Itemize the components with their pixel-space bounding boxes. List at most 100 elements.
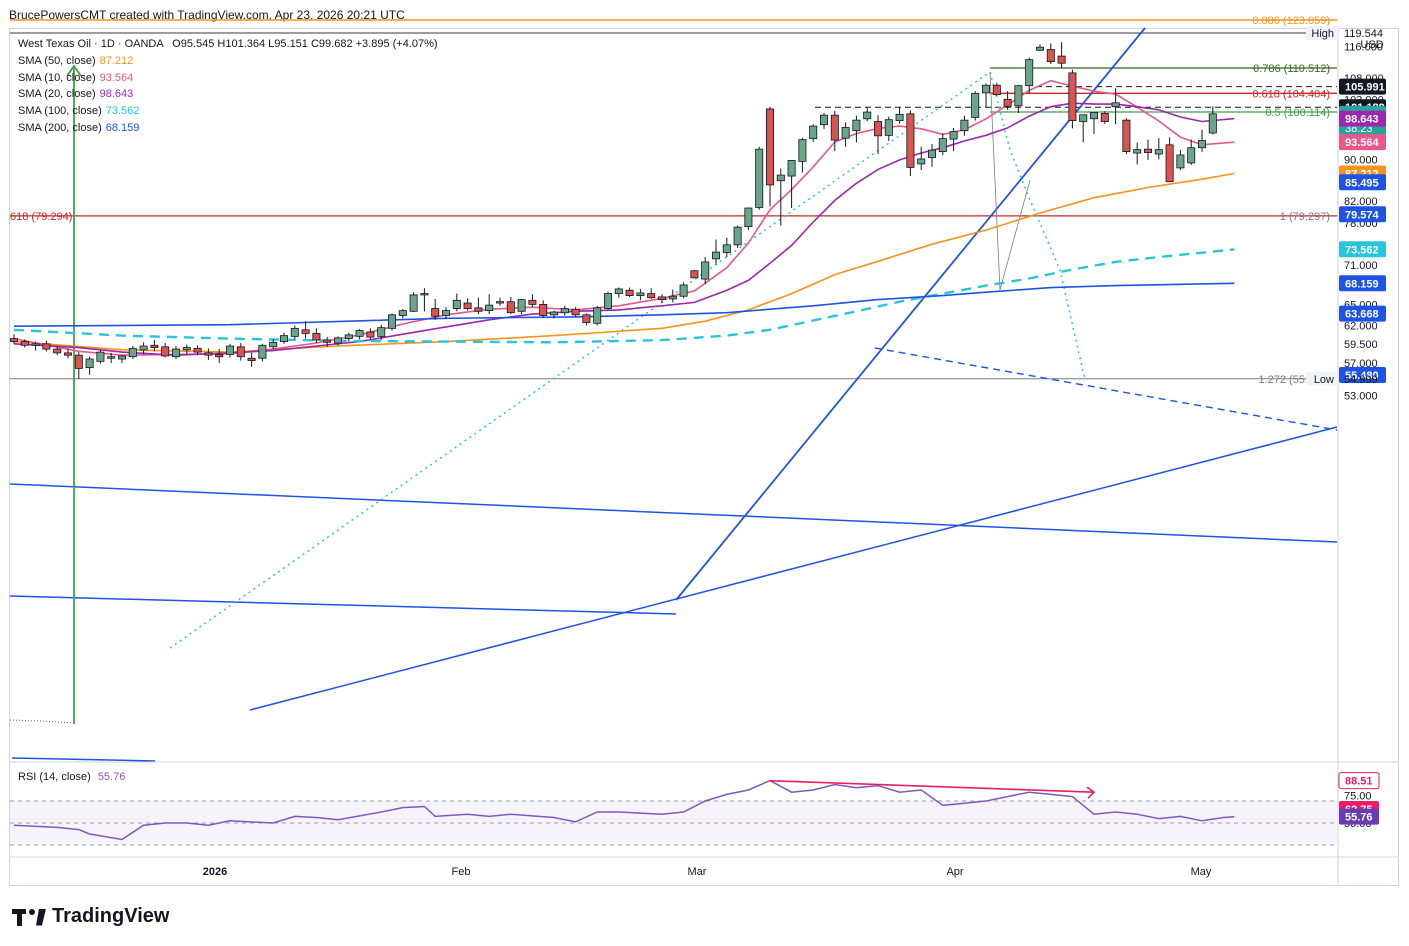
candle-body: [1176, 154, 1185, 169]
candle-body: [830, 114, 839, 141]
rsi-badge-bg: [1339, 808, 1379, 825]
rsi-tick-label: 75.00: [1344, 791, 1372, 803]
candle-body: [74, 354, 83, 369]
candle-body: [1025, 59, 1034, 87]
price-badge-bg: [1339, 305, 1386, 322]
fib-label: 618 (79.294): [10, 211, 72, 223]
indicator-legend-row[interactable]: SMA (20, close) 98.643: [18, 86, 438, 103]
indicator-legend-row[interactable]: SMA (200, close) 68.159: [18, 120, 438, 137]
price-badge-bg: [1339, 78, 1386, 95]
candle-body: [1014, 85, 1023, 107]
rsi-badge: 55.76: [1339, 808, 1379, 825]
candle-body: [1111, 102, 1120, 108]
time-axis-label: May: [1191, 866, 1212, 878]
rsi-badge-text: 55.76: [1345, 812, 1373, 824]
candle-body: [128, 347, 137, 358]
tradingview-logo-icon: [12, 907, 46, 927]
indicator-label: SMA (200, close): [18, 121, 102, 134]
candle-body: [96, 351, 105, 362]
candle-body: [809, 125, 818, 140]
candle-body: [852, 119, 861, 132]
candle-body: [766, 108, 775, 186]
candle-body: [982, 84, 991, 94]
symbol-row[interactable]: West Texas Oil · 1D · OANDA O95.545 H101…: [18, 36, 438, 53]
candle-body: [1036, 46, 1045, 51]
rsi-legend[interactable]: RSI (14, close) 55.76: [18, 771, 125, 783]
candle-body: [539, 304, 548, 316]
candle-body: [863, 111, 872, 120]
path-sketch: [989, 71, 1031, 291]
candle-body: [398, 310, 407, 316]
candle-body: [917, 158, 926, 165]
indicator-legend-row[interactable]: SMA (100, close) 73.562: [18, 103, 438, 120]
price-tick-label: 53.000: [1344, 390, 1378, 402]
extreme-tag-text: High: [1311, 28, 1334, 40]
indicator-value: 98.643: [99, 88, 134, 101]
support-line: [9, 595, 677, 615]
candle-body: [776, 174, 785, 182]
candle-body: [949, 131, 958, 140]
candle-body: [139, 345, 148, 351]
candles-layer: [9, 42, 1217, 379]
price-badge: 79.574: [1339, 206, 1386, 223]
candle-body: [658, 296, 667, 301]
price-badge-bg: [1339, 174, 1386, 191]
currency-label: USD: [1360, 39, 1383, 51]
candle-body: [236, 346, 245, 358]
candle-body: [992, 84, 1001, 95]
price-tick-label: 116.000: [1344, 41, 1383, 53]
candle-body: [506, 301, 515, 314]
indicator-legend-row[interactable]: SMA (50, close) 87.212: [18, 53, 438, 70]
price-badge-text: 93.564: [1345, 137, 1380, 149]
dotted-start-line: [9, 719, 76, 724]
time-axis-label: Mar: [688, 866, 707, 878]
candle-body: [604, 293, 613, 309]
candle-body: [387, 314, 396, 329]
candle-body: [463, 302, 472, 309]
rsi-divergence-arrowhead: [1086, 786, 1096, 799]
candle-body: [712, 251, 721, 260]
steep-trendline: [675, 27, 1146, 601]
candle-body: [1154, 149, 1163, 155]
symbol-name[interactable]: West Texas Oil · 1D · OANDA: [18, 38, 164, 50]
candle-body: [452, 299, 461, 309]
candle-body: [722, 244, 731, 254]
tradingview-logo[interactable]: TradingView: [12, 905, 169, 928]
rsi-band: [10, 801, 1337, 845]
candle-body: [755, 148, 764, 208]
candle-body: [733, 226, 742, 246]
candle-body: [798, 139, 807, 162]
candle-body: [204, 352, 213, 356]
price-badge: 98.643: [1339, 110, 1386, 127]
candle-body: [787, 160, 796, 177]
candle-body: [971, 92, 980, 118]
extreme-tag-bg: [1306, 371, 1338, 386]
indicator-label: SMA (10, close): [18, 71, 96, 84]
price-badge: 68.159: [1339, 275, 1386, 292]
candle-body: [333, 337, 342, 344]
indicator-label: SMA (100, close): [18, 105, 102, 118]
price-badge: 63.668: [1339, 305, 1386, 322]
candle-body: [409, 294, 418, 312]
price-badge-text: 63.668: [1345, 309, 1379, 321]
candle-body: [528, 299, 537, 305]
candle-body: [485, 304, 494, 312]
price-badge-text: 68.159: [1345, 278, 1379, 290]
candle-body: [31, 343, 40, 346]
candle-body: [420, 293, 429, 296]
price-tick-label: 59.500: [1344, 339, 1378, 351]
price-tick-label: 71.000: [1344, 260, 1378, 272]
indicator-legend-row[interactable]: SMA (10, close) 93.564: [18, 70, 438, 87]
price-badge-text: 85.495: [1345, 177, 1379, 189]
candle-body: [1165, 144, 1174, 183]
candle-body: [517, 299, 526, 312]
price-badge-text: 105.991: [1345, 82, 1385, 94]
price-tick-label: 57.000: [1344, 358, 1378, 370]
indicator-value: 93.564: [99, 71, 134, 84]
candle-body: [495, 301, 504, 304]
rising-trendline: [249, 426, 1338, 711]
sma-100-line: [13, 248, 1235, 344]
rsi-badge-bg: [1338, 772, 1380, 790]
candle-body: [1144, 148, 1153, 153]
